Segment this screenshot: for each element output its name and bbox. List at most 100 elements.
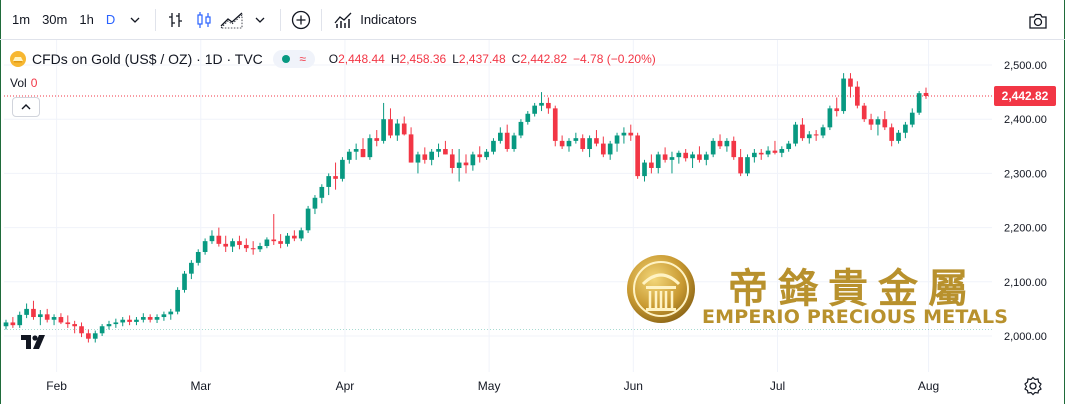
- candle: [690, 151, 695, 168]
- x-tick-label: Feb: [46, 379, 67, 393]
- candle-body: [752, 152, 757, 158]
- candle: [470, 151, 476, 171]
- y-tick-label: 2,000.00: [1004, 331, 1047, 343]
- candle-body: [566, 140, 572, 147]
- candlestick-series: [3, 73, 929, 343]
- market-status-pill[interactable]: ≈: [272, 50, 315, 68]
- candle: [65, 315, 71, 328]
- candle: [340, 157, 345, 182]
- candle-body: [65, 322, 71, 325]
- candle: [3, 319, 9, 330]
- candle-body: [813, 134, 819, 136]
- candle-body: [621, 132, 627, 136]
- candle-body: [237, 241, 242, 245]
- candle: [305, 205, 311, 234]
- candle-body: [422, 154, 428, 160]
- candle: [429, 149, 435, 166]
- candle: [209, 230, 215, 244]
- candle: [312, 195, 318, 215]
- candle-body: [31, 308, 36, 318]
- candle: [134, 317, 139, 326]
- chevron-down-icon[interactable]: [121, 6, 149, 34]
- chart-settings-gear-icon[interactable]: [1023, 376, 1043, 396]
- candle: [436, 143, 441, 158]
- area-style-icon[interactable]: [218, 6, 246, 34]
- toolbar-divider: [321, 8, 323, 31]
- chevron-down-icon[interactable]: [246, 6, 274, 34]
- watermark-english-text: EMPERIO PRECIOUS METALS: [702, 306, 1009, 328]
- symbol-title[interactable]: CFDs on Gold (US$ / OZ) · 1D · TVC: [32, 51, 263, 67]
- indicators-button[interactable]: Indicators: [328, 6, 422, 34]
- candle: [916, 91, 922, 115]
- candle-body: [662, 154, 668, 160]
- interval-d[interactable]: D: [105, 12, 116, 27]
- candle: [99, 324, 105, 336]
- candle: [820, 124, 826, 139]
- candle: [539, 92, 544, 112]
- candle: [161, 311, 167, 321]
- bar-style-icon[interactable]: [162, 6, 190, 34]
- candle-body: [697, 154, 702, 160]
- tradingview-logo-icon[interactable]: [18, 330, 48, 354]
- interval-1m[interactable]: 1m: [12, 12, 31, 27]
- interval-1h[interactable]: 1h: [79, 12, 94, 27]
- candle: [86, 329, 91, 343]
- candle: [147, 314, 153, 323]
- candle-body: [559, 140, 565, 147]
- candle: [491, 138, 496, 155]
- candle: [79, 322, 84, 338]
- candle-body: [24, 308, 29, 315]
- candle: [230, 238, 235, 252]
- x-tick-label: Jul: [770, 379, 785, 393]
- candle-body: [642, 162, 647, 177]
- top-toolbar: 1m 30m 1h D Indicators: [0, 0, 1065, 40]
- candle-body: [518, 121, 524, 136]
- candle: [271, 214, 277, 245]
- candle-body: [456, 162, 462, 168]
- candle-body: [3, 322, 9, 327]
- candle-body: [786, 143, 792, 150]
- candle: [607, 140, 613, 160]
- candle-body: [37, 314, 43, 318]
- candle: [779, 146, 785, 158]
- candle-body: [79, 326, 84, 334]
- candle: [243, 238, 249, 252]
- candle-body: [113, 322, 119, 325]
- x-tick-label: Apr: [336, 379, 355, 393]
- candle: [58, 313, 64, 325]
- candle: [408, 127, 414, 163]
- camera-icon[interactable]: [1025, 8, 1051, 34]
- candle-body: [889, 127, 895, 141]
- candle: [724, 138, 730, 152]
- candle: [903, 121, 908, 139]
- candle-body: [92, 333, 98, 339]
- interval-30m[interactable]: 30m: [42, 12, 68, 27]
- candle-body: [649, 162, 654, 168]
- candle: [642, 159, 647, 182]
- candle: [278, 234, 283, 249]
- candle: [923, 87, 929, 99]
- candle: [381, 102, 386, 144]
- candle-body: [278, 241, 283, 244]
- volume-label: Vol: [10, 76, 27, 90]
- candle: [882, 111, 888, 131]
- wave-icon: ≈: [299, 52, 306, 66]
- candle-body: [477, 154, 483, 158]
- candle-body: [710, 140, 716, 155]
- candle-style-icon[interactable]: [190, 6, 218, 34]
- candle-body: [539, 102, 544, 106]
- candle-body: [793, 124, 798, 144]
- candle-body: [587, 138, 592, 150]
- add-icon[interactable]: [287, 6, 315, 34]
- candle-body: [189, 262, 194, 274]
- indicators-label: Indicators: [360, 12, 417, 27]
- collapse-legend-button[interactable]: [12, 97, 40, 117]
- price-axis: 2,500.00 2,400.00 2,300.00 2,200.00 2,100.00…: [1004, 60, 1047, 343]
- candle-body: [552, 108, 558, 141]
- candle-body: [600, 143, 606, 155]
- x-tick-label: Jun: [624, 379, 643, 393]
- candle-body: [161, 314, 167, 318]
- candle-body: [765, 150, 771, 155]
- ohlc-high: H2,458.36: [390, 52, 447, 66]
